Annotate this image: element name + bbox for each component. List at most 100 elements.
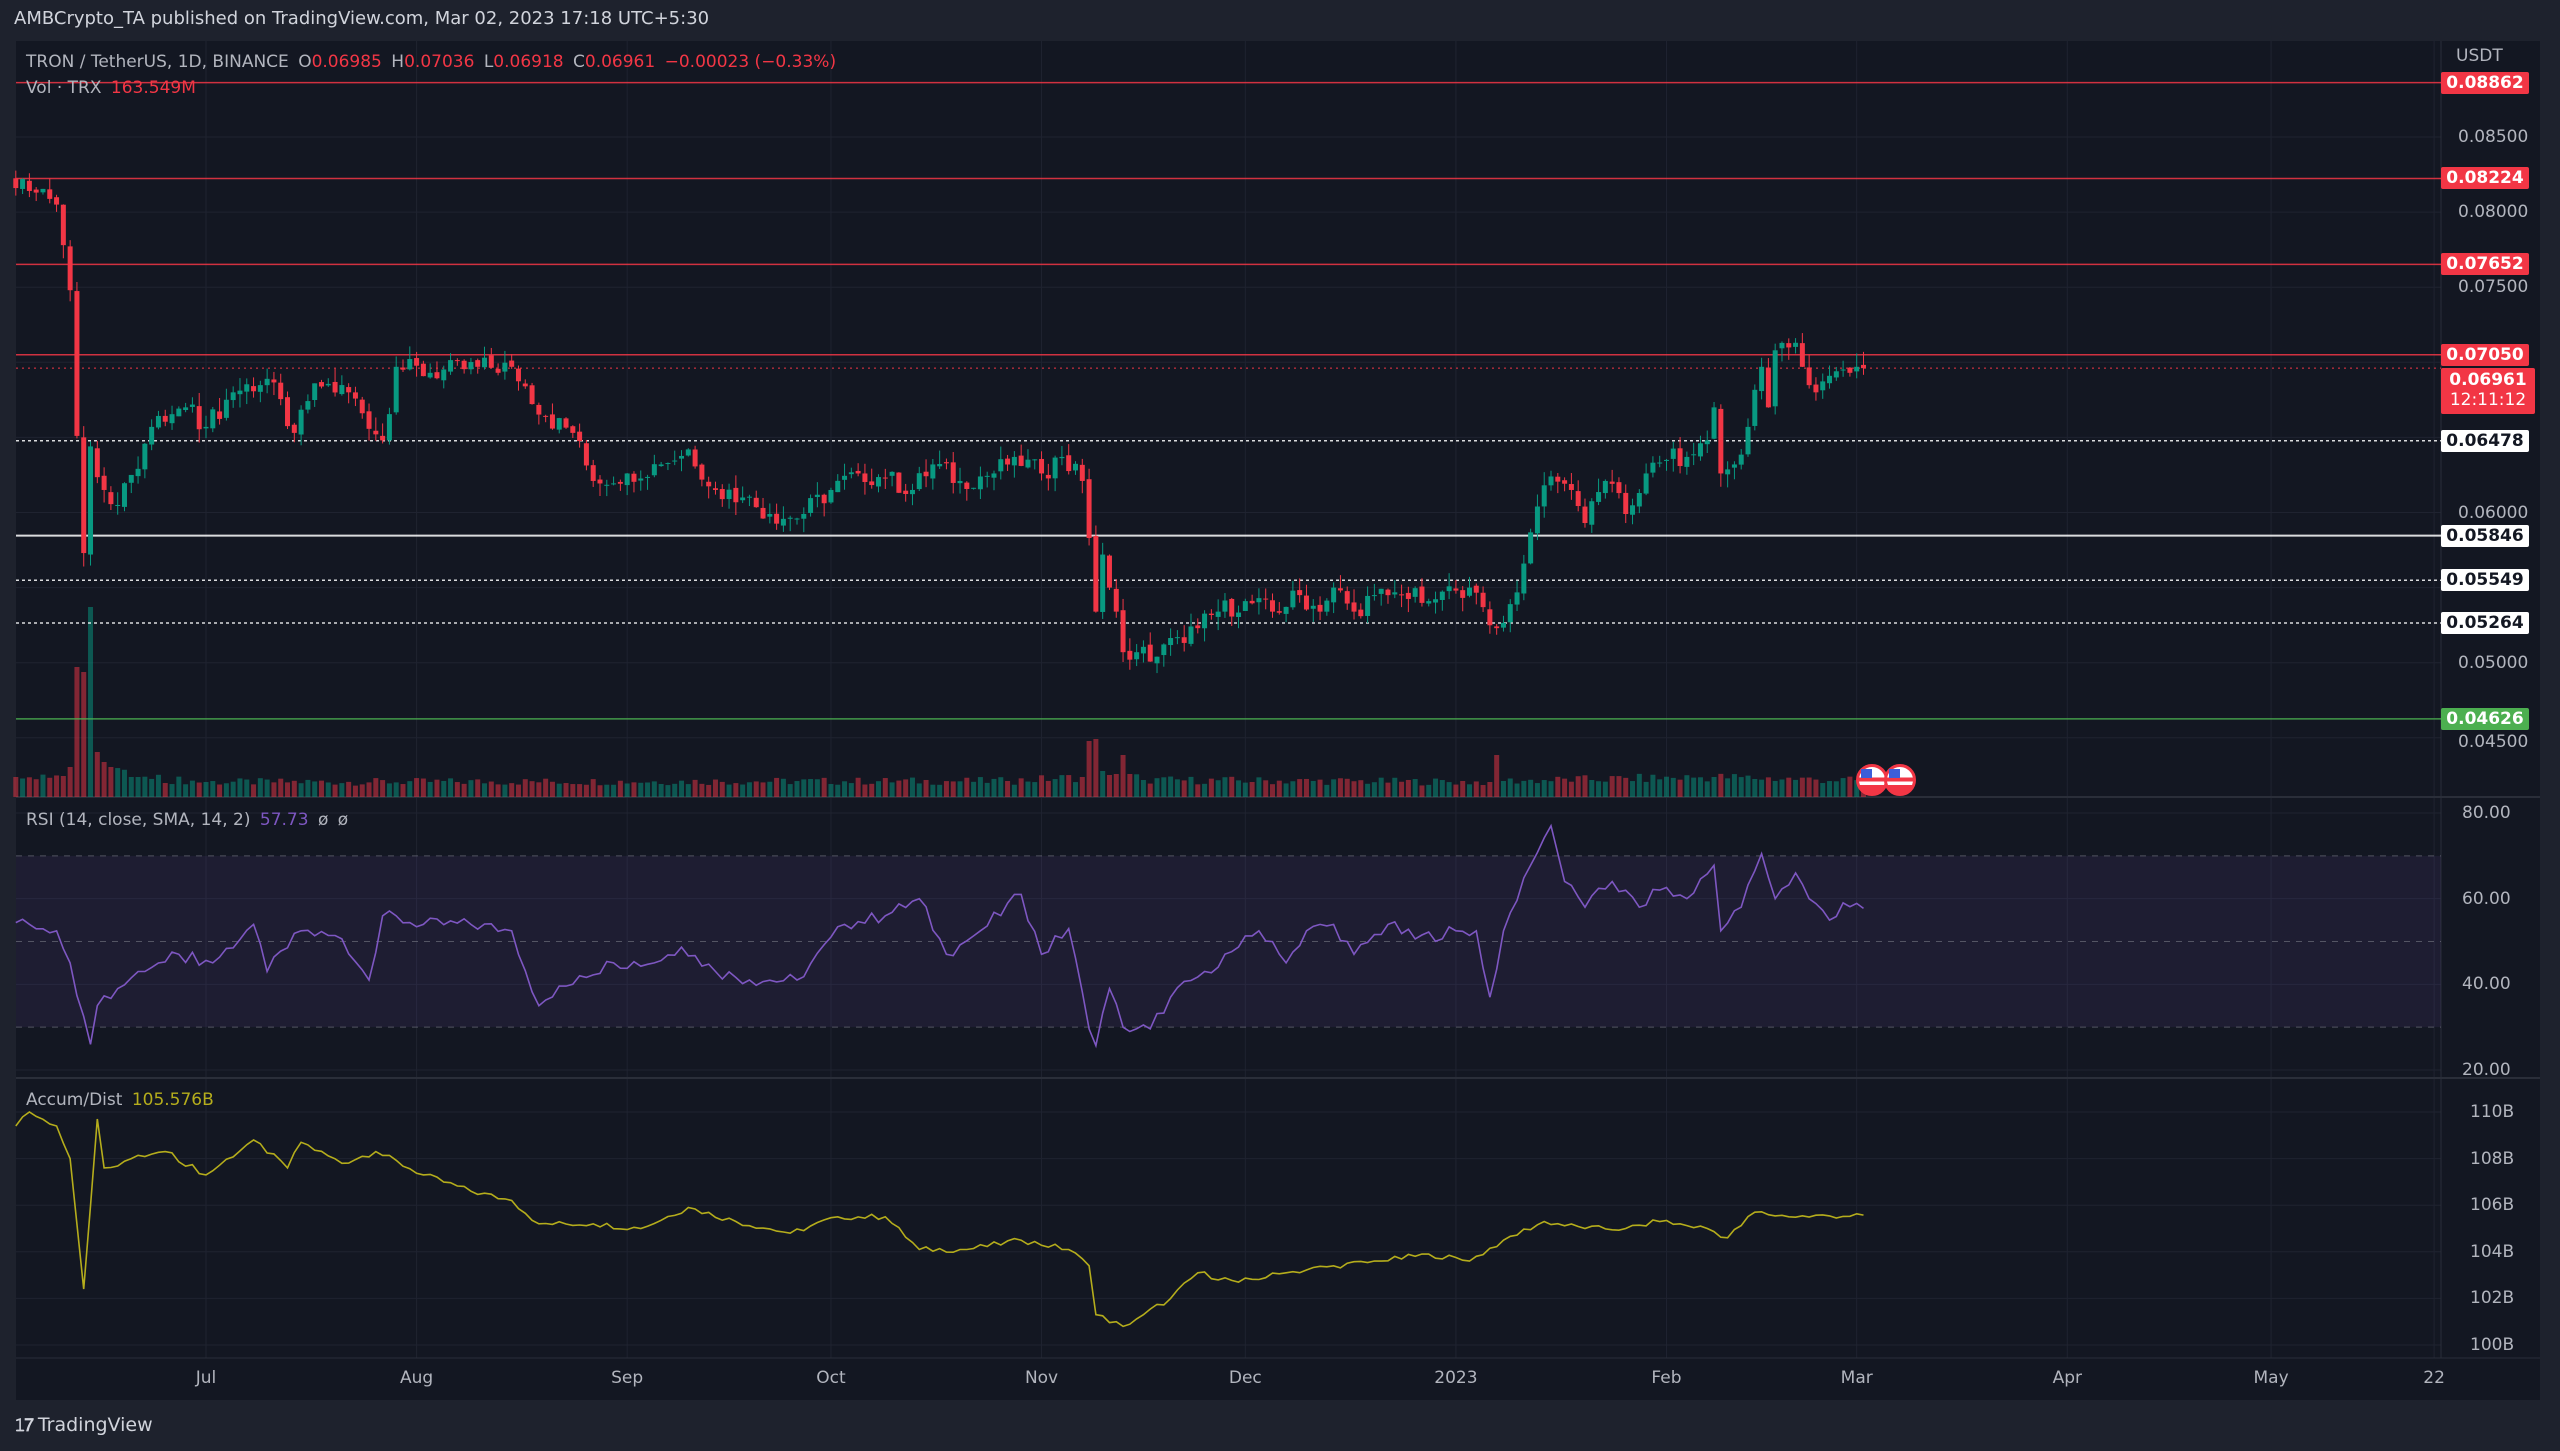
candle-body [529, 385, 535, 405]
volume-bar [719, 781, 725, 797]
volume-bar [325, 782, 331, 797]
time-tick-label: Jul [195, 1368, 217, 1388]
volume-bar [1005, 781, 1011, 797]
candle-body [1677, 448, 1683, 467]
candle-body [1752, 389, 1758, 426]
candle-body [237, 390, 243, 395]
volume-bar [1616, 776, 1622, 797]
volume-bar [414, 778, 420, 797]
volume-bar [291, 780, 297, 797]
volume-bar [1297, 779, 1303, 797]
volume-bar [1365, 783, 1371, 797]
volume-bar [1460, 781, 1466, 797]
candle-body [1657, 462, 1663, 464]
candles [13, 170, 1866, 674]
candle-body [740, 497, 746, 501]
tradingview-logo[interactable]: 𝟷𝟩 TradingView [14, 1414, 153, 1436]
volume-bar [583, 784, 589, 797]
ad-tick-label: 100B [2470, 1335, 2515, 1355]
volume-bar [54, 775, 60, 797]
candle-body [1718, 408, 1724, 474]
candle-body [971, 487, 977, 489]
candle-body [638, 478, 644, 481]
volume-bar [482, 783, 488, 797]
volume-bar [33, 779, 39, 797]
candle-body [869, 481, 875, 486]
candle-body [1555, 476, 1561, 482]
candle-body [189, 404, 195, 407]
candle-body [1419, 586, 1425, 603]
candle-body [787, 517, 793, 519]
candle-body [1684, 456, 1690, 467]
volume-bar [1562, 778, 1568, 797]
volume-bar [869, 783, 875, 797]
rsi-tick-label: 60.00 [2462, 888, 2511, 909]
candle-body [1439, 591, 1445, 600]
candle-body [128, 474, 134, 483]
volume-bar [1704, 781, 1710, 797]
price-tick-label: 0.05000 [2458, 652, 2529, 673]
volume-bar [1039, 775, 1045, 797]
time-tick-label: 2023 [1434, 1368, 1478, 1388]
candle-body [149, 426, 155, 445]
candle-body [1548, 476, 1554, 486]
volume-bar [1011, 784, 1017, 797]
candle-body [543, 415, 549, 417]
volume-bar [420, 778, 426, 797]
candle-body [1799, 343, 1805, 367]
volume-bar [1548, 781, 1554, 797]
volume-bar [359, 784, 365, 797]
candle-body [984, 475, 990, 477]
candle-body [298, 409, 304, 435]
candle-body [271, 379, 277, 383]
volume-label[interactable]: Vol · TRX [26, 78, 102, 98]
volume-bar [828, 784, 834, 797]
volume-bar [257, 778, 263, 797]
candle-body [13, 178, 19, 189]
candle-body [916, 473, 922, 490]
volume-bar [427, 781, 433, 797]
volume-bar [1371, 782, 1377, 797]
ad-tick-label: 102B [2470, 1288, 2515, 1309]
volume-bar [1772, 780, 1778, 797]
time-tick-label: May [2253, 1368, 2289, 1388]
volume-bar [1073, 782, 1079, 797]
price-axis-unit[interactable]: USDT [2456, 46, 2503, 66]
volume-bar [1765, 777, 1771, 797]
ad-value: 105.576B [131, 1090, 214, 1110]
rsi-label[interactable]: RSI (14, close, SMA, 14, 2) [26, 810, 251, 830]
candle-body [1630, 505, 1636, 515]
rsi-tick-label: 20.00 [2462, 1059, 2511, 1080]
volume-bar [943, 781, 949, 797]
candle-body [196, 406, 202, 430]
candle-body [386, 414, 392, 441]
volume-bar [1134, 774, 1140, 797]
volume-bar [149, 778, 155, 797]
candle-body [400, 367, 406, 370]
candle-body [251, 386, 257, 392]
candle-body [162, 415, 168, 422]
candle-body [685, 449, 691, 456]
volume-bar [753, 781, 759, 797]
volume-bar [1215, 780, 1221, 797]
horizontal-levels[interactable] [16, 81, 2441, 720]
rsi-na-2: ø [337, 810, 349, 830]
symbol-name[interactable]: TRON / TetherUS, 1D, BINANCE [26, 52, 289, 72]
candle-body [767, 514, 773, 517]
volume-bar [400, 784, 406, 797]
volume-bar [1589, 779, 1595, 797]
candle-body [957, 480, 963, 484]
candle-body [998, 459, 1004, 472]
ad-label[interactable]: Accum/Dist [26, 1090, 123, 1110]
volume-bar [312, 781, 318, 797]
volume-bar [60, 776, 66, 797]
candle-body [332, 381, 338, 393]
volume-bar [624, 783, 630, 797]
volume-bar [67, 767, 73, 797]
candle-body [1473, 585, 1479, 593]
us-event-flag-icon[interactable] [1884, 764, 1916, 796]
candle-body [1344, 591, 1350, 604]
volume-bar [774, 777, 780, 797]
ad-tick-label: 106B [2470, 1195, 2515, 1216]
